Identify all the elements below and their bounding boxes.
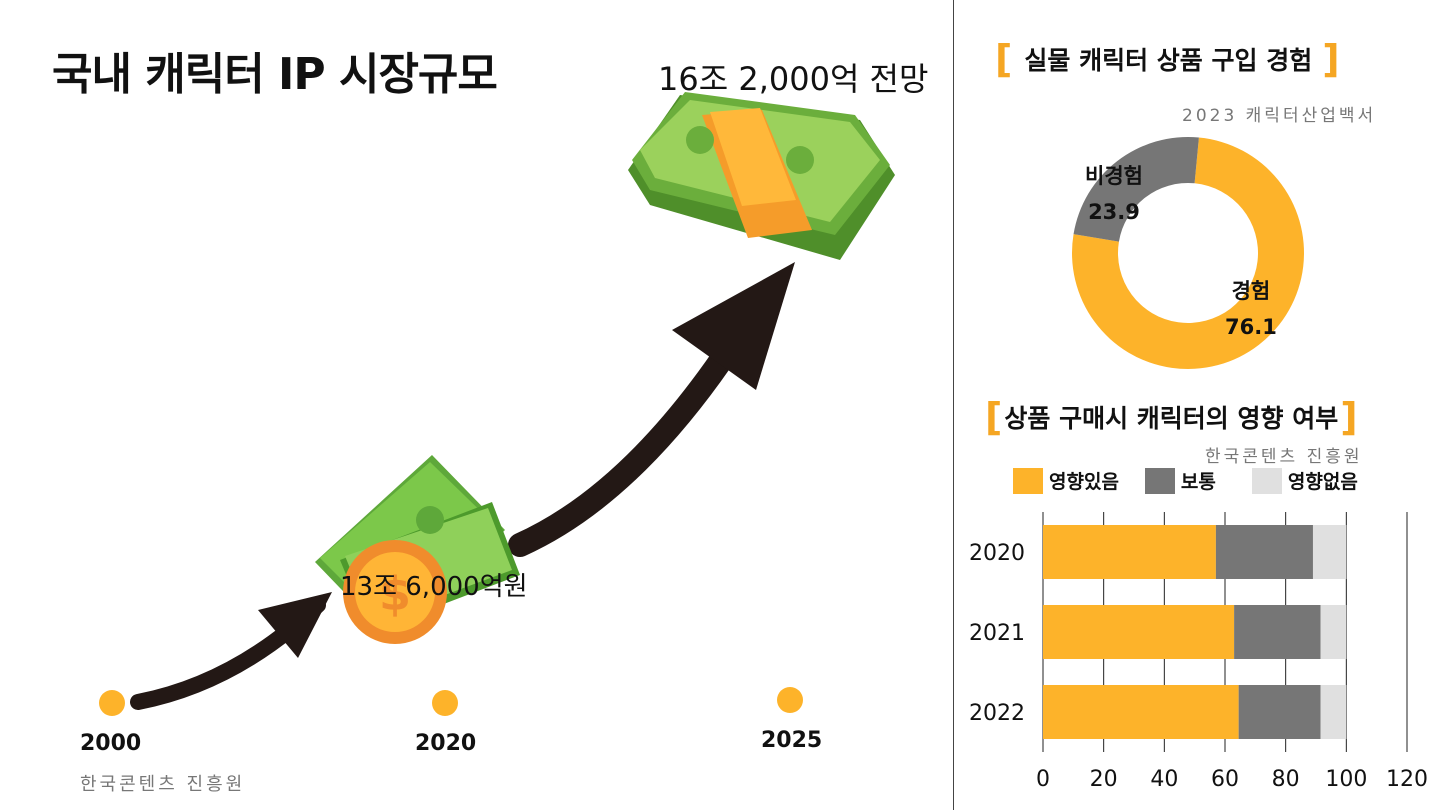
x-tick-label: 120 xyxy=(1386,767,1428,792)
donut-slice-1 xyxy=(1073,137,1199,242)
x-tick-label: 40 xyxy=(1150,767,1178,792)
y-tick-label: 2021 xyxy=(969,621,1025,646)
growth-arrowhead-2 xyxy=(672,262,795,390)
bar-segment xyxy=(1320,605,1347,659)
y-tick-label: 2022 xyxy=(969,701,1025,726)
bar-segment xyxy=(1043,605,1235,659)
bar-segment xyxy=(1215,525,1313,579)
bracket-open: [ xyxy=(995,37,1013,81)
growth-arrowhead-1 xyxy=(258,592,332,658)
legend-swatch xyxy=(1251,467,1282,494)
donut-label-experience: 경험 76.1 xyxy=(1225,279,1277,339)
bar-segment xyxy=(1312,525,1347,579)
bar-segment xyxy=(1043,685,1239,739)
bracket-open: [ xyxy=(985,395,1003,439)
y-tick-label: 2020 xyxy=(969,541,1025,566)
x-tick-label: 0 xyxy=(1036,767,1050,792)
year-label-2025: 2025 xyxy=(761,728,823,753)
main-title: 국내 캐릭터 IP 시장규모 xyxy=(52,49,498,100)
donut-label-nonexperience: 비경험 23.9 xyxy=(1085,164,1143,224)
value-2020-label: 13조 6,000억원 xyxy=(340,572,528,602)
legend-item-high: 영향있음 xyxy=(1013,467,1119,494)
growth-illustration: $ xyxy=(99,92,895,716)
bracket-close: ] xyxy=(1340,395,1358,439)
bar-legend: 영향있음 보통 영향없음 xyxy=(1013,467,1384,494)
bar-segment xyxy=(1238,685,1321,739)
donut-source: 2023 캐릭터산업백서 xyxy=(1182,106,1377,126)
stacked-bar-chart: 2020 2021 2022 0 20 40 60 80 100 120 xyxy=(969,512,1428,792)
year-label-2000: 2000 xyxy=(80,731,142,756)
legend-item-none: 영향없음 xyxy=(1251,467,1358,494)
bar-segment xyxy=(1043,525,1216,579)
money-stack-icon xyxy=(628,92,895,260)
bar-title: [ 상품 구매시 캐릭터의 영향 여부 ] xyxy=(985,395,1358,439)
svg-text:$: $ xyxy=(379,567,411,621)
year-label-2020: 2020 xyxy=(415,731,477,756)
coin-icon: $ xyxy=(343,540,447,644)
donut-slice-0 xyxy=(1072,137,1304,369)
left-source: 한국콘텐츠 진흥원 xyxy=(80,774,246,795)
bar-segment xyxy=(1234,605,1321,659)
timeline-dot-2020 xyxy=(432,690,458,716)
bar-source: 한국콘텐츠 진흥원 xyxy=(1205,447,1363,467)
x-tick-label: 80 xyxy=(1272,767,1300,792)
donut-chart xyxy=(1072,137,1304,369)
donut-title: [ 실물 캐릭터 상품 구입 경험 ] xyxy=(995,37,1340,81)
x-tick-label: 100 xyxy=(1325,767,1367,792)
legend-swatch xyxy=(1013,467,1043,494)
timeline-dot-2025 xyxy=(777,687,803,713)
bracket-close: ] xyxy=(1322,37,1340,81)
value-2025-label: 16조 2,000억 전망 xyxy=(658,60,929,98)
legend-swatch xyxy=(1144,467,1175,494)
x-tick-label: 20 xyxy=(1090,767,1118,792)
bar-segment xyxy=(1320,685,1347,739)
legend-item-mid: 보통 xyxy=(1144,467,1216,494)
timeline-dot-2000 xyxy=(99,690,125,716)
panel-divider xyxy=(953,0,954,810)
x-tick-label: 60 xyxy=(1211,767,1239,792)
